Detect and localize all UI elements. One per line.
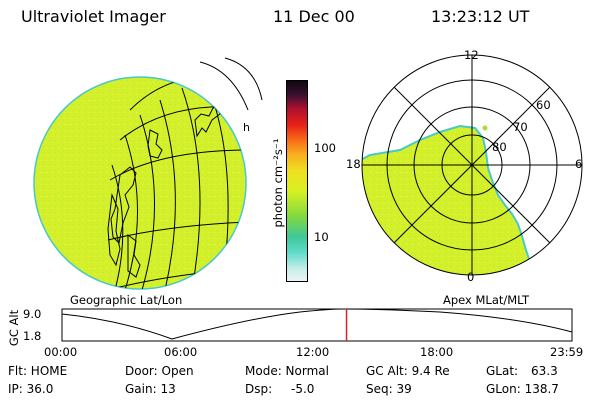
observation-time: 13:23:12 UT: [431, 7, 530, 26]
geo-coastlines: [107, 103, 224, 278]
status-glat-label: GLat:: [486, 364, 519, 378]
geo-panel-caption: Geographic Lat/Lon: [70, 293, 183, 307]
timeline-tick-0000: 00:00: [44, 345, 78, 359]
mlat-label-60: 60: [536, 98, 551, 112]
status-mode: Mode: Normal: [245, 364, 329, 378]
status-gc-alt: GC Alt: 9.4 Re: [366, 364, 450, 378]
status-ip: IP: 36.0: [8, 382, 54, 396]
status-flt: Flt: HOME: [8, 364, 68, 378]
timeline-tick-0600: 06:00: [164, 345, 198, 359]
mlt-label-18: 18: [346, 157, 361, 171]
mlt-label-6: 6: [575, 157, 583, 171]
polar-panel-caption: Apex MLat/MLT: [443, 293, 530, 307]
polar-grid: [361, 54, 583, 276]
mlat-label-80: 80: [492, 140, 507, 154]
observation-date: 11 Dec 00: [273, 7, 355, 26]
instrument-title: Ultraviolet Imager: [21, 7, 166, 26]
status-glat-value: 63.3: [531, 364, 558, 378]
mlt-label-0: 0: [467, 270, 475, 284]
status-glon: GLon: 138.7: [486, 382, 559, 396]
mlt-label-12: 12: [464, 48, 479, 62]
timeline-tick-1800: 18:00: [420, 345, 454, 359]
geo-overflow-label: h: [243, 121, 250, 134]
altitude-curve: [61, 308, 573, 340]
timeline-tick-2359: 23:59: [550, 345, 584, 359]
timeline-frame: [61, 308, 573, 342]
status-dsp-value: -5.0: [291, 382, 315, 396]
colorbar-tick-100: 100: [314, 141, 336, 155]
status-dsp-label: Dsp:: [245, 382, 273, 396]
status-gain: Gain: 13: [125, 382, 176, 396]
intensity-colorbar: [286, 80, 308, 282]
timeline-ymin: 1.8: [23, 329, 42, 343]
timeline-ymax: 9.0: [23, 307, 42, 321]
mlat-label-70: 70: [513, 120, 528, 134]
status-door: Door: Open: [125, 364, 194, 378]
timeline-tick-1200: 12:00: [296, 345, 330, 359]
colorbar-tick-10: 10: [314, 230, 329, 244]
status-seq: Seq: 39: [366, 382, 412, 396]
